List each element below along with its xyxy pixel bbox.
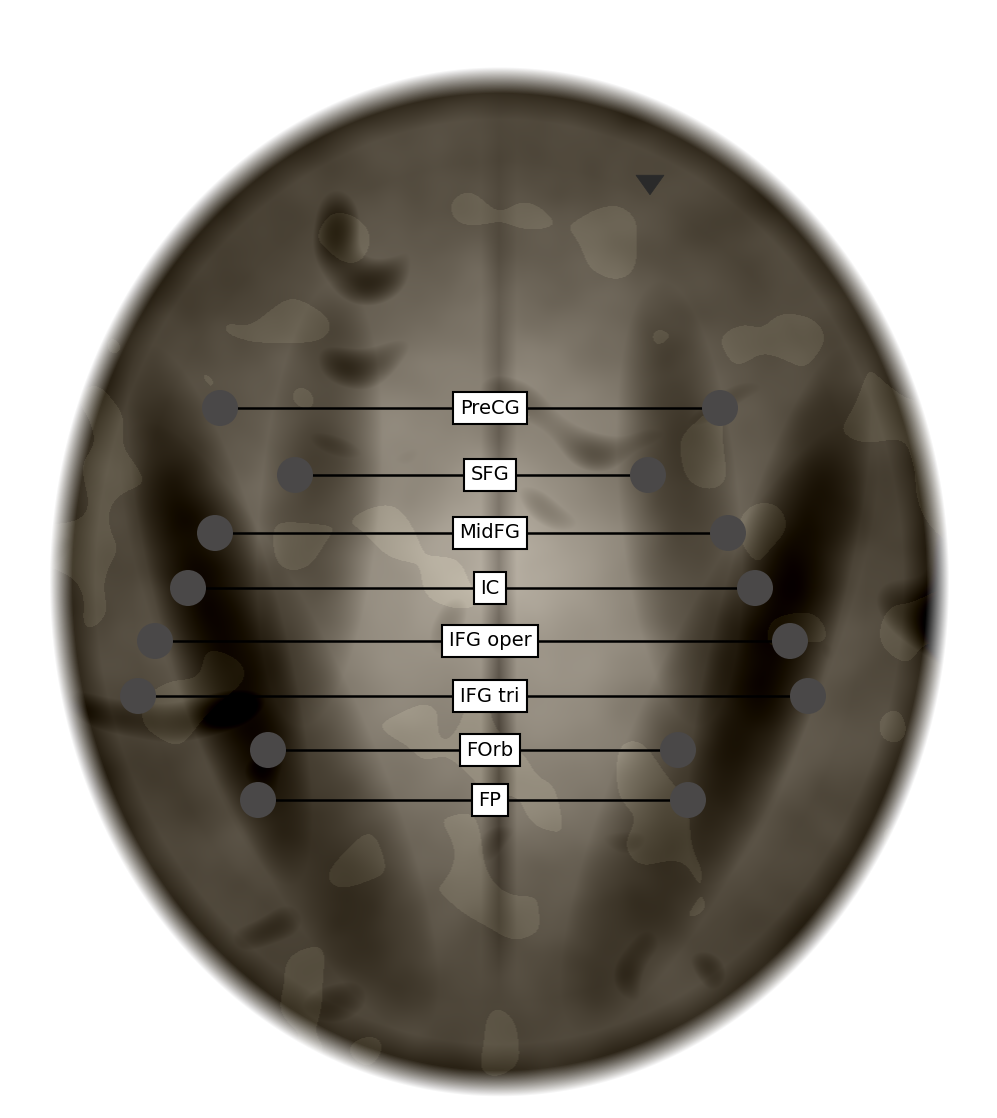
Text: FP: FP [479, 790, 501, 809]
Circle shape [702, 390, 738, 426]
Circle shape [630, 457, 666, 493]
Text: IFG oper: IFG oper [449, 632, 531, 651]
Circle shape [250, 732, 286, 768]
Circle shape [790, 678, 826, 714]
Text: MidFG: MidFG [460, 523, 520, 542]
Circle shape [170, 570, 206, 606]
Circle shape [202, 390, 238, 426]
Text: IC: IC [481, 578, 499, 597]
Circle shape [772, 623, 808, 659]
Circle shape [120, 678, 156, 714]
Text: IFG tri: IFG tri [461, 686, 519, 705]
Circle shape [670, 781, 706, 818]
Circle shape [137, 623, 173, 659]
Circle shape [197, 515, 233, 551]
Text: PreCG: PreCG [461, 398, 519, 417]
Circle shape [737, 570, 773, 606]
Text: SFG: SFG [471, 465, 509, 484]
Circle shape [240, 781, 276, 818]
Text: FOrb: FOrb [467, 740, 513, 759]
Circle shape [277, 457, 313, 493]
Circle shape [660, 732, 696, 768]
Polygon shape [636, 176, 664, 195]
Circle shape [710, 515, 746, 551]
